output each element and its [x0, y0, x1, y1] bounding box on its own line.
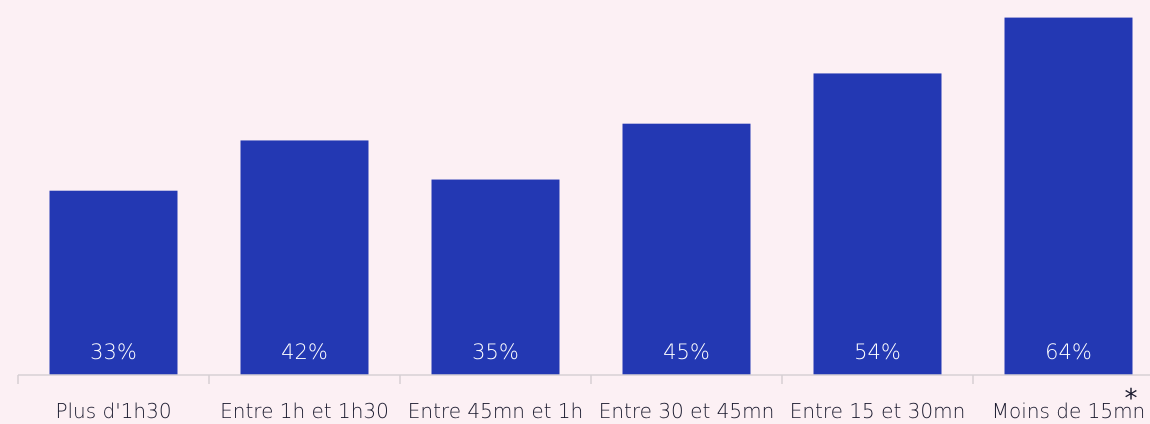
bar-value-label: 33% — [90, 340, 137, 364]
x-tick-label: Entre 15 et 30mn — [790, 399, 966, 423]
bar-value-label: 64% — [1045, 340, 1092, 364]
x-tick-label: Moins de 15mn — [992, 399, 1145, 423]
bar-value-label: 35% — [472, 340, 519, 364]
x-tick-label: Entre 30 et 45mn — [599, 399, 775, 423]
value-labels-group: 33% 42% 35% 45% 54% 64% — [90, 340, 1092, 364]
x-tick-label: Entre 1h et 1h30 — [220, 399, 389, 423]
bar-6 — [1004, 17, 1133, 375]
footnote-asterisk: * — [1125, 384, 1138, 414]
bar-3 — [431, 179, 560, 375]
bar-2 — [240, 140, 369, 375]
x-axis-tick-labels: Plus d'1h30 Entre 1h et 1h30 Entre 45mn et… — [55, 399, 1145, 423]
bars-group — [49, 17, 1133, 375]
bar-value-label: 54% — [854, 340, 901, 364]
x-tick-label: Plus d'1h30 — [55, 399, 171, 423]
x-axis-ticks — [17, 375, 974, 384]
bar-value-label: 45% — [663, 340, 710, 364]
bar-1 — [49, 190, 178, 375]
bar-4 — [622, 123, 751, 375]
bar-value-label: 42% — [281, 340, 328, 364]
x-tick-label: Entre 45mn et 1h — [408, 399, 583, 423]
bar-5 — [813, 73, 942, 375]
